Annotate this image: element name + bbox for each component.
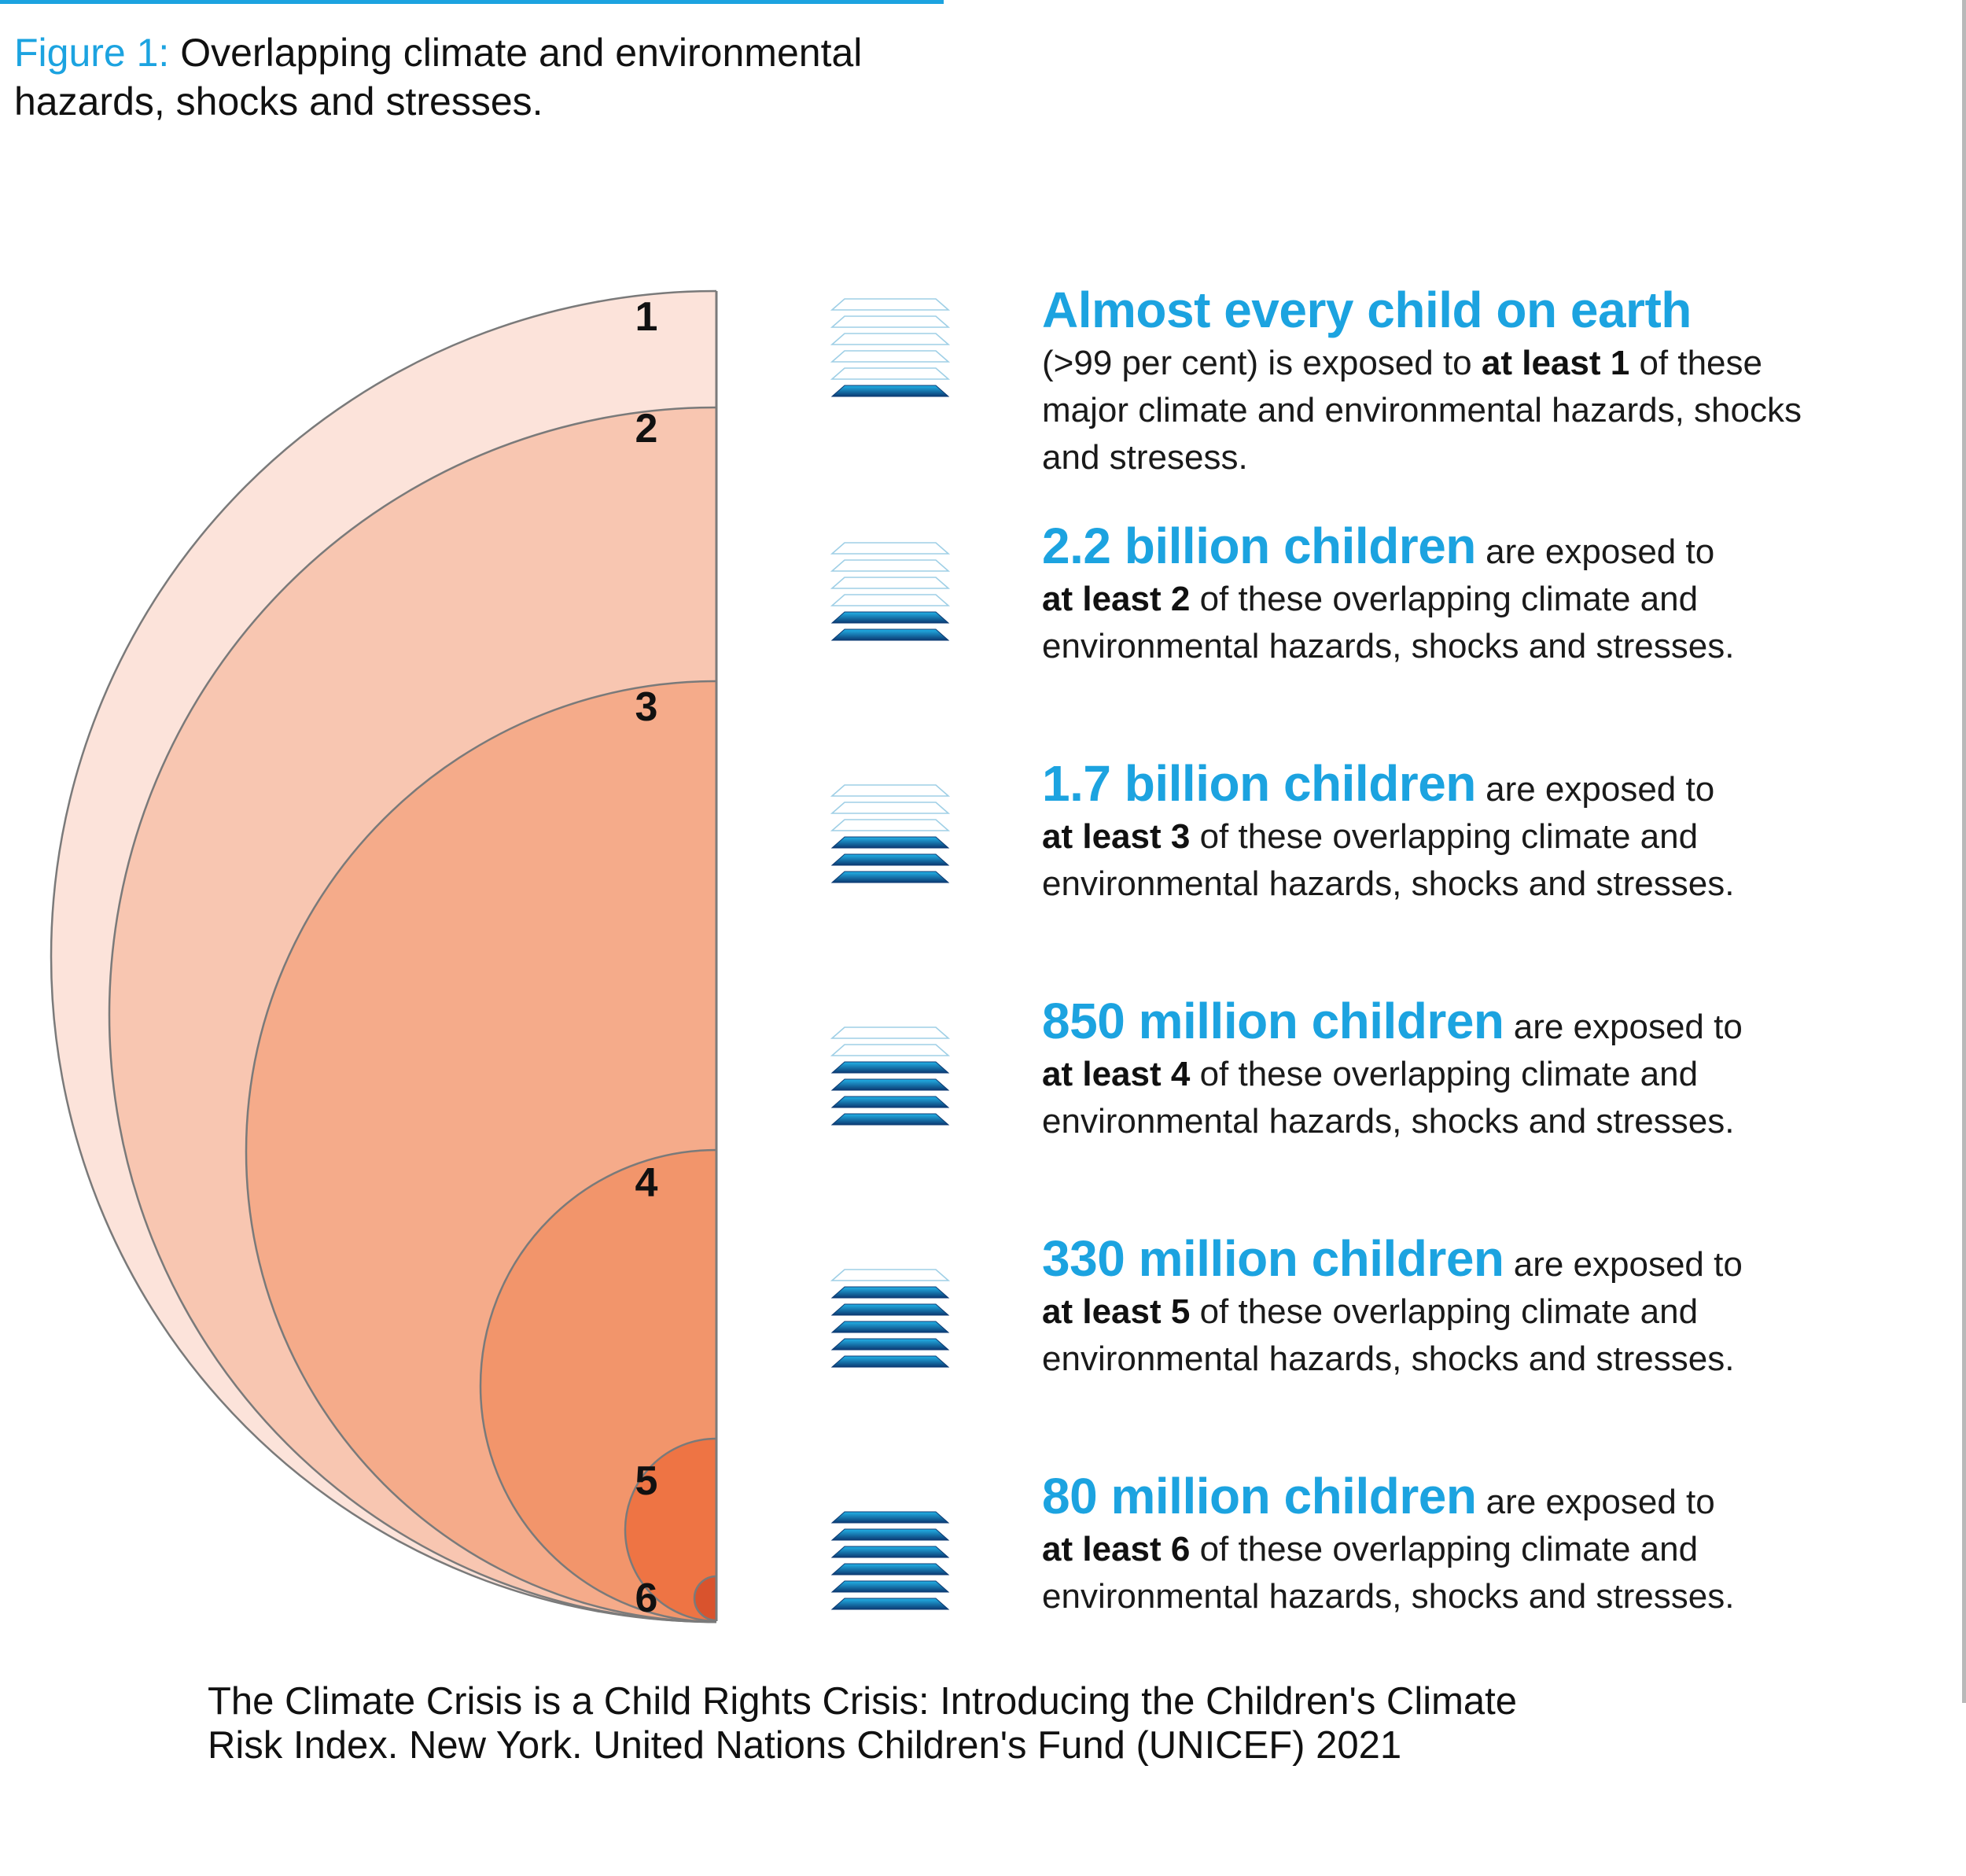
layer-stack-icon-2 [830,542,951,641]
stat-headline: Almost every child on earth [1042,282,1692,338]
ring-label-6: 6 [635,1576,658,1621]
empty-layer [830,1026,951,1039]
empty-layer [830,350,951,363]
stat-post: of these overlapping climate and environ… [1042,1055,1735,1141]
stat-post: of these overlapping climate and environ… [1042,1530,1735,1616]
stat-threshold: at least 5 [1042,1292,1191,1331]
stat-threshold: at least 1 [1481,344,1630,382]
stat-post: of these overlapping climate and environ… [1042,580,1735,665]
filled-layer [830,1355,950,1368]
filled-layer [830,1286,950,1299]
source-citation: The Climate Crisis is a Child Rights Cri… [208,1679,1702,1767]
source-line-1: The Climate Crisis is a Child Rights Cri… [208,1680,1518,1723]
stat-block-4: 850 million children are exposed to at le… [1042,996,1836,1145]
empty-layer [830,1269,951,1281]
empty-layer [830,542,951,555]
filled-layer [830,1563,950,1576]
stat-headline: 80 million children [1042,1468,1477,1524]
filled-layer [830,1096,950,1108]
layer-stack-icon-3 [830,784,951,883]
ring-label-5: 5 [635,1458,658,1504]
stat-headline: 1.7 billion children [1042,755,1476,812]
filled-layer [830,1598,950,1610]
filled-layer [830,836,950,849]
stat-post: of these overlapping climate and environ… [1042,817,1735,903]
stat-headline: 330 million children [1042,1230,1504,1287]
filled-layer [830,853,950,866]
stat-threshold: at least 3 [1042,817,1191,856]
stat-lead: are exposed to [1504,1245,1743,1284]
figure-title: Figure 1: Overlapping climate and enviro… [14,28,974,126]
filled-layer [830,628,950,641]
source-line-2: Risk Index. New York. United Nations Chi… [208,1724,1402,1767]
filled-layer [830,1511,950,1524]
stat-threshold: at least 2 [1042,580,1191,618]
empty-layer [830,577,951,589]
filled-layer [830,1078,950,1091]
empty-layer [830,784,951,797]
filled-layer [830,1546,950,1558]
top-accent-rule [0,0,944,4]
ring-label-4: 4 [635,1160,658,1206]
layer-stack-icon-5 [830,1269,951,1368]
stat-lead: are exposed to [1504,1008,1743,1046]
layer-stack-icon-1 [830,298,951,397]
stat-headline: 850 million children [1042,993,1504,1049]
ring-label-2: 2 [635,406,658,451]
stat-lead: are exposed to [1476,1483,1715,1521]
hazard-ring-6 [693,1575,716,1622]
empty-layer [830,298,951,311]
empty-layer [830,367,951,380]
stat-lead: are exposed to [1475,533,1715,571]
empty-layer [830,315,951,328]
filled-layer [830,1580,950,1593]
filled-layer [830,611,950,624]
empty-layer [830,559,951,572]
stat-block-1: Almost every child on earth (>99 per cent… [1042,285,1836,481]
filled-layer [830,1303,950,1316]
stat-lead: are exposed to [1475,770,1715,809]
empty-layer [830,1044,951,1056]
figure-title-text: Overlapping climate and environmental ha… [14,31,863,123]
ring-label-3: 3 [635,684,658,730]
empty-layer [830,802,951,814]
filled-layer [830,1113,950,1126]
stat-threshold: at least 4 [1042,1055,1191,1093]
figure-number: Figure 1: [14,31,170,75]
filled-layer [830,1061,950,1074]
filled-layer [830,385,950,397]
stat-block-6: 80 million children are exposed to at lea… [1042,1471,1836,1620]
filled-layer [830,1528,950,1541]
filled-layer [830,1321,950,1333]
filled-layer [830,1338,950,1351]
stat-post: of these major climate and environmental… [1042,344,1802,477]
layer-stack-icon-4 [830,1026,951,1126]
stat-block-2: 2.2 billion children are exposed to at le… [1042,521,1836,670]
stat-threshold: at least 6 [1042,1530,1191,1568]
stat-block-3: 1.7 billion children are exposed to at le… [1042,758,1836,908]
empty-layer [830,819,951,831]
right-edge-rule [1962,0,1966,1703]
layer-stack-icon-6 [830,1511,950,1610]
empty-layer [830,333,951,345]
ring-label-1: 1 [635,294,658,340]
filled-layer [830,871,950,883]
stat-pre: (>99 per cent) is exposed to [1042,344,1482,382]
stat-post: of these overlapping climate and environ… [1042,1292,1735,1378]
stat-headline: 2.2 billion children [1042,518,1476,574]
hazard-ring-5 [624,1437,716,1623]
stat-block-5: 330 million children are exposed to at le… [1042,1233,1836,1383]
empty-layer [830,594,951,606]
